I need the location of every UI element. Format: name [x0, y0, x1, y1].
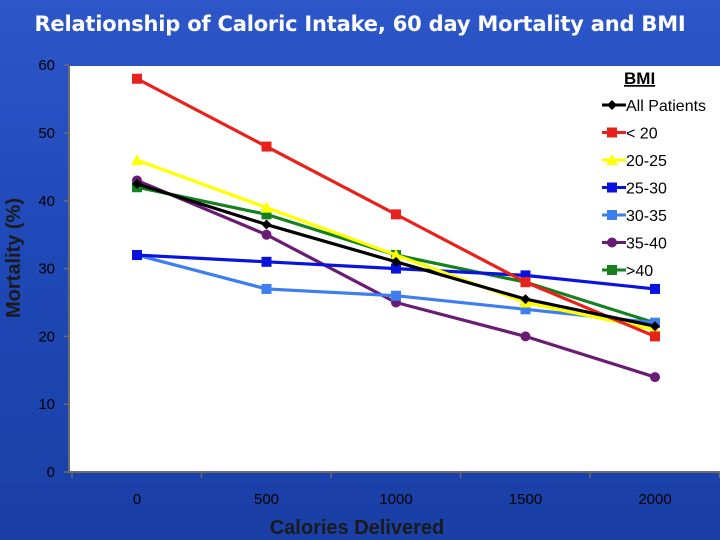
legend-swatch-marker [607, 182, 617, 193]
data-point [390, 249, 402, 261]
y-tick-labels: 0 10 20 30 40 50 60 [38, 57, 55, 481]
legend-item: All Patients [602, 98, 706, 115]
series-group [131, 73, 661, 383]
data-point [261, 283, 272, 294]
data-point [132, 250, 142, 261]
data-point [650, 372, 660, 383]
legend-swatch-marker [607, 127, 617, 138]
legend-label: 25-30 [626, 181, 667, 198]
legend-label: >40 [626, 263, 653, 280]
data-point [391, 209, 401, 220]
data-point [650, 283, 660, 294]
legend-label: 30-35 [626, 208, 667, 225]
x-tick-label: 500 [254, 491, 279, 508]
data-point [261, 229, 272, 240]
legend: BMI All Patients < 20 20-25 25-30 30-35 35-40… [602, 69, 706, 280]
axes [64, 64, 720, 478]
x-tick-label: 1500 [509, 491, 542, 508]
data-point [131, 154, 143, 166]
data-point [520, 277, 531, 288]
y-tick-label: 50 [38, 125, 55, 142]
y-axis-label: Mortality (%) [3, 198, 25, 318]
legend-item: 25-30 [602, 181, 667, 198]
legend-swatch-marker [606, 154, 618, 165]
data-point [132, 178, 142, 189]
legend-swatch-marker [607, 100, 617, 110]
data-point [391, 263, 401, 274]
data-point [520, 304, 531, 315]
x-tick-labels: 0 500 1000 1500 2000 [133, 491, 672, 508]
legend-swatch-marker [607, 210, 617, 220]
data-point [261, 209, 272, 220]
data-point [261, 219, 272, 230]
y-tick-label: 40 [38, 193, 55, 210]
legend-item: 30-35 [602, 208, 667, 225]
y-tick-label: 0 [47, 464, 55, 481]
data-point [520, 294, 531, 305]
x-tick-label: 2000 [638, 491, 671, 508]
legend-swatch-marker [607, 237, 617, 248]
legend-label: 35-40 [626, 236, 667, 253]
data-point [650, 321, 660, 332]
legend-label: 20-25 [626, 153, 667, 170]
legend-item: >40 [602, 263, 653, 280]
legend-item: 35-40 [602, 236, 667, 253]
series-all-patients [132, 178, 660, 332]
series-20-25 [131, 154, 661, 335]
y-tick-label: 60 [38, 57, 55, 74]
legend-swatch-marker [607, 265, 617, 275]
x-tick-label: 1000 [379, 491, 412, 508]
y-tick-label: 20 [38, 328, 55, 345]
legend-item: < 20 [602, 126, 658, 143]
legend-label: All Patients [626, 98, 706, 115]
y-tick-label: 10 [38, 396, 55, 413]
slide-title: Relationship of Caloric Intake, 60 day M… [34, 12, 686, 36]
data-point [261, 141, 272, 152]
legend-label: < 20 [626, 126, 658, 143]
data-point [520, 270, 531, 281]
series-20 [132, 73, 660, 342]
x-axis-label: Calories Delivered [270, 517, 445, 539]
data-point [260, 201, 273, 213]
series-25-30 [132, 250, 660, 294]
y-tick-label: 30 [38, 261, 55, 278]
x-tick-label: 0 [133, 491, 141, 508]
data-point [650, 331, 660, 342]
legend-item: 20-25 [602, 153, 667, 170]
legend-title: BMI [624, 69, 655, 88]
data-point [132, 73, 142, 84]
data-point [261, 256, 272, 267]
data-point [520, 331, 531, 342]
data-point [391, 290, 401, 301]
data-point [391, 256, 401, 267]
